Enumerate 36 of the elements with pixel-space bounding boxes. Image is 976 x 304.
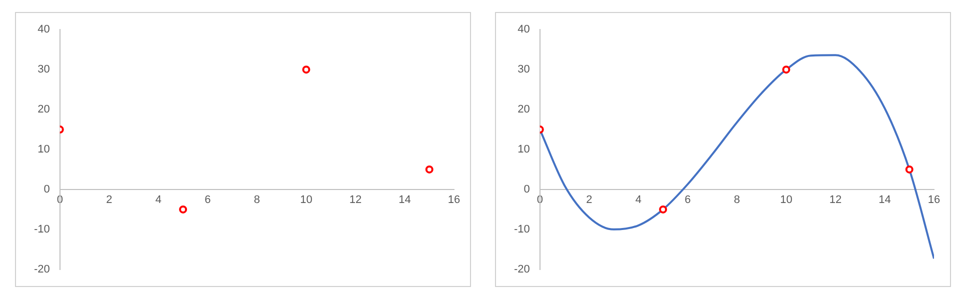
y-tick-label: -10	[514, 223, 530, 236]
y-tick-label: 0	[44, 184, 50, 196]
x-tick-label: 16	[928, 194, 940, 206]
x-tick-label: 14	[398, 194, 411, 206]
x-tick-label: 2	[586, 194, 592, 206]
x-tick-label: 8	[734, 194, 740, 206]
x-tick-label: 10	[300, 194, 312, 206]
point	[179, 205, 188, 214]
x-tick-label: 6	[204, 194, 211, 206]
point	[425, 165, 434, 174]
y-tick-label: 30	[518, 64, 530, 76]
x-tick-label: 4	[635, 194, 642, 206]
x-tick-label: 12	[349, 194, 362, 206]
y-tick-label: 20	[38, 104, 50, 116]
point	[782, 66, 790, 74]
y-tick-label: 10	[38, 144, 50, 156]
y-tick-label: 10	[518, 144, 530, 156]
x-tick-label: 14	[878, 194, 891, 206]
y-tick-label: 0	[524, 184, 530, 196]
x-tick-label: 8	[254, 194, 260, 206]
y-tick-label: -10	[34, 223, 50, 236]
y-tick-label: -20	[34, 263, 50, 276]
y-tick-label: 40	[518, 24, 530, 36]
x-tick-label: 12	[829, 194, 842, 206]
y-tick-label: 40	[38, 24, 50, 36]
point	[659, 205, 668, 214]
x-tick-label: 10	[780, 194, 792, 206]
x-tick-label: 4	[155, 194, 162, 206]
y-tick-label: 30	[38, 64, 50, 76]
y-tick-label: -20	[514, 263, 530, 276]
point	[302, 66, 310, 74]
x-tick-label: 2	[106, 194, 112, 206]
x-tick-label: 16	[448, 194, 460, 206]
point	[905, 165, 914, 174]
x-tick-label: 6	[684, 194, 691, 206]
y-tick-label: 20	[518, 104, 530, 116]
